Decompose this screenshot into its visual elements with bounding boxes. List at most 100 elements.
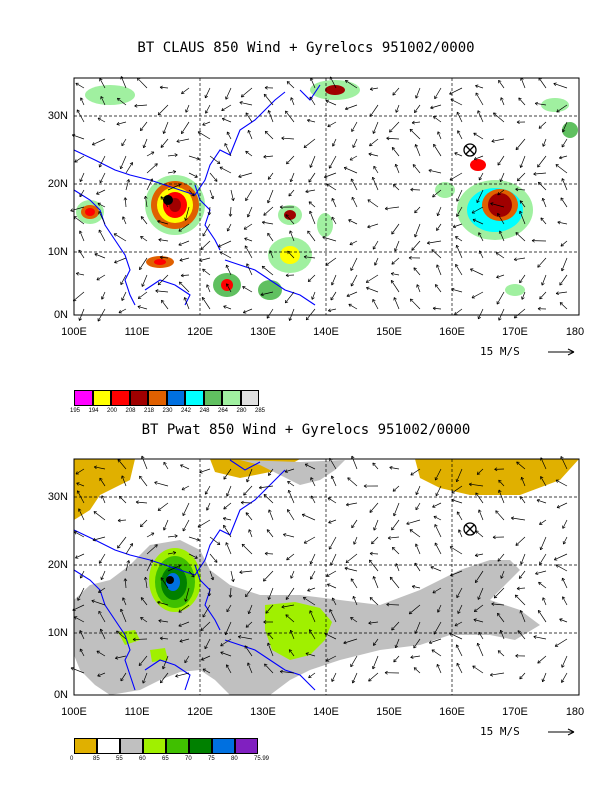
wind-arrow-head [430,105,434,110]
wind-arrow [373,519,379,531]
wind-arrow-head [468,482,473,487]
wind-arrow-head [498,230,503,234]
wind-arrow [389,576,400,589]
wind-arrow-head [366,286,370,291]
wind-arrow [561,138,568,148]
wind-arrow [269,250,274,259]
wind-arrow-head [538,125,543,129]
wind-arrow [474,155,484,160]
wind-arrow-head [206,284,210,288]
wind-arrow-head [286,556,290,561]
wind-arrow-head [243,492,247,496]
wind-arrow [267,632,274,640]
wind-arrow [542,138,547,147]
wind-arrow-head [286,160,290,165]
wind-arrow-head [372,299,376,303]
wind-arrow-head [352,595,356,600]
wind-arrow [555,164,568,174]
wind-arrow [555,479,568,487]
wind-arrow-head [414,543,419,547]
wind-arrow [305,652,316,657]
wind-arrow-head [516,120,520,124]
wind-arrow-head [456,511,461,515]
wind-arrow [226,283,232,293]
wind-arrow-head [140,617,144,621]
wind-arrow [496,291,505,305]
wind-arrow-head [537,164,541,168]
wind-arrow-head [411,247,415,251]
wind-arrow [449,546,463,555]
wind-arrow [179,281,190,293]
wind-arrow-head [560,197,564,201]
wind-arrow-head [415,491,419,495]
wind-arrow [495,510,505,521]
wind-arrow-head [180,273,184,278]
wind-arrow [493,112,505,123]
wind-arrow-head [497,191,501,196]
wind-arrow-head [350,267,354,271]
wind-arrow-head [245,512,249,516]
wind-arrow-head [116,97,121,102]
wind-arrow [536,499,547,504]
wind-arrow [120,274,127,285]
wind-arrow [553,83,568,89]
wind-arrow [328,155,337,169]
wind-arrow [456,644,463,657]
wind-arrow [538,181,547,191]
wind-arrow [325,257,337,266]
wind-arrow [146,163,158,174]
wind-arrow [76,109,85,123]
wind-arrow [391,223,400,235]
wind-arrow-head [391,231,395,235]
wind-arrow [391,257,400,265]
wind-arrow-head [101,296,105,300]
wind-arrow-head [478,631,482,636]
wind-arrow-head [457,130,461,134]
wind-arrow-head [226,228,231,232]
wind-arrow-head [498,79,502,84]
wind-arrow-head [289,230,293,234]
wind-arrow-head [537,660,541,664]
wind-arrow [455,236,463,242]
wind-arrow-head [437,131,441,135]
wind-arrow-head [538,581,542,586]
wind-arrow [243,308,253,314]
wind-arrow-head [139,523,144,528]
wind-arrow [537,257,547,268]
wind-arrow-head [263,494,267,498]
wind-arrow [559,302,568,310]
wind-arrow-head [368,621,372,625]
wind-arrow-head [245,593,249,598]
wind-arrow-head [533,635,537,639]
wind-arrow [415,485,421,495]
wind-arrow [372,299,379,310]
wind-arrow-head [500,575,504,579]
wind-arrow-head [436,264,440,268]
wind-arrow-head [183,297,188,301]
wind-arrow-head [267,176,272,180]
wind-arrow [472,665,484,674]
wind-arrow [287,509,295,521]
wind-arrow [433,307,442,310]
wind-arrow [178,621,190,627]
wind-arrow [367,223,379,228]
wind-arrow-head [308,674,312,679]
wind-arrow-head [541,678,546,683]
wind-arrow [245,587,253,598]
wind-arrow-head [389,465,393,470]
wind-arrow [470,268,484,276]
wind-arrow-head [395,109,399,113]
wind-arrow [475,570,484,583]
wind-arrow-head [515,542,519,546]
wind-arrow [78,308,85,321]
wind-arrow-head [414,562,418,567]
wind-arrow [96,650,106,657]
wind-arrow [343,638,358,644]
wind-arrow-head [246,214,251,218]
wind-arrow-head [305,652,309,656]
wind-arrow [372,121,379,134]
wind-arrow [562,121,568,133]
wind-arrow-head [540,457,544,461]
wind-arrow-head [263,212,267,216]
